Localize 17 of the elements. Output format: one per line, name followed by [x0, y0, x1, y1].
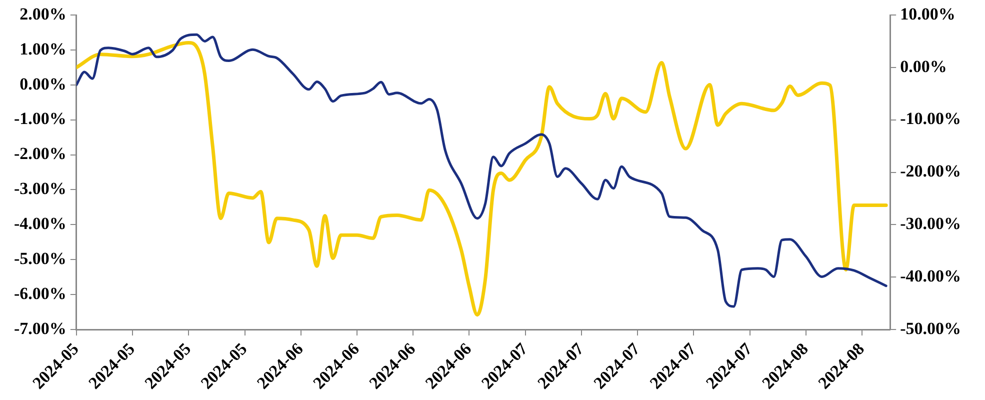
y-tick-label: 0.00% — [20, 74, 66, 94]
y-tick-label: 2.00% — [20, 4, 66, 24]
y2-tick-label: -20.00% — [900, 162, 962, 181]
y2-tick-label: -40.00% — [900, 266, 962, 286]
y-tick-label: -4.00% — [14, 214, 66, 234]
y2-tick-label: 10.00% — [900, 4, 956, 24]
y-tick-label: -6.00% — [14, 284, 66, 303]
y-tick-label: -7.00% — [14, 318, 66, 338]
y2-tick-label: -30.00% — [900, 214, 962, 234]
y-tick-label: -2.00% — [14, 144, 66, 164]
y2-tick-label: -10.00% — [900, 109, 962, 128]
y-tick-label: 1.00% — [20, 39, 66, 58]
y2-tick-label: 0.00% — [900, 56, 947, 76]
y-tick-label: -5.00% — [14, 249, 66, 268]
y-tick-label: -1.00% — [14, 109, 66, 128]
y2-tick-label: -50.00% — [900, 318, 962, 338]
y-tick-label: -3.00% — [14, 179, 66, 198]
